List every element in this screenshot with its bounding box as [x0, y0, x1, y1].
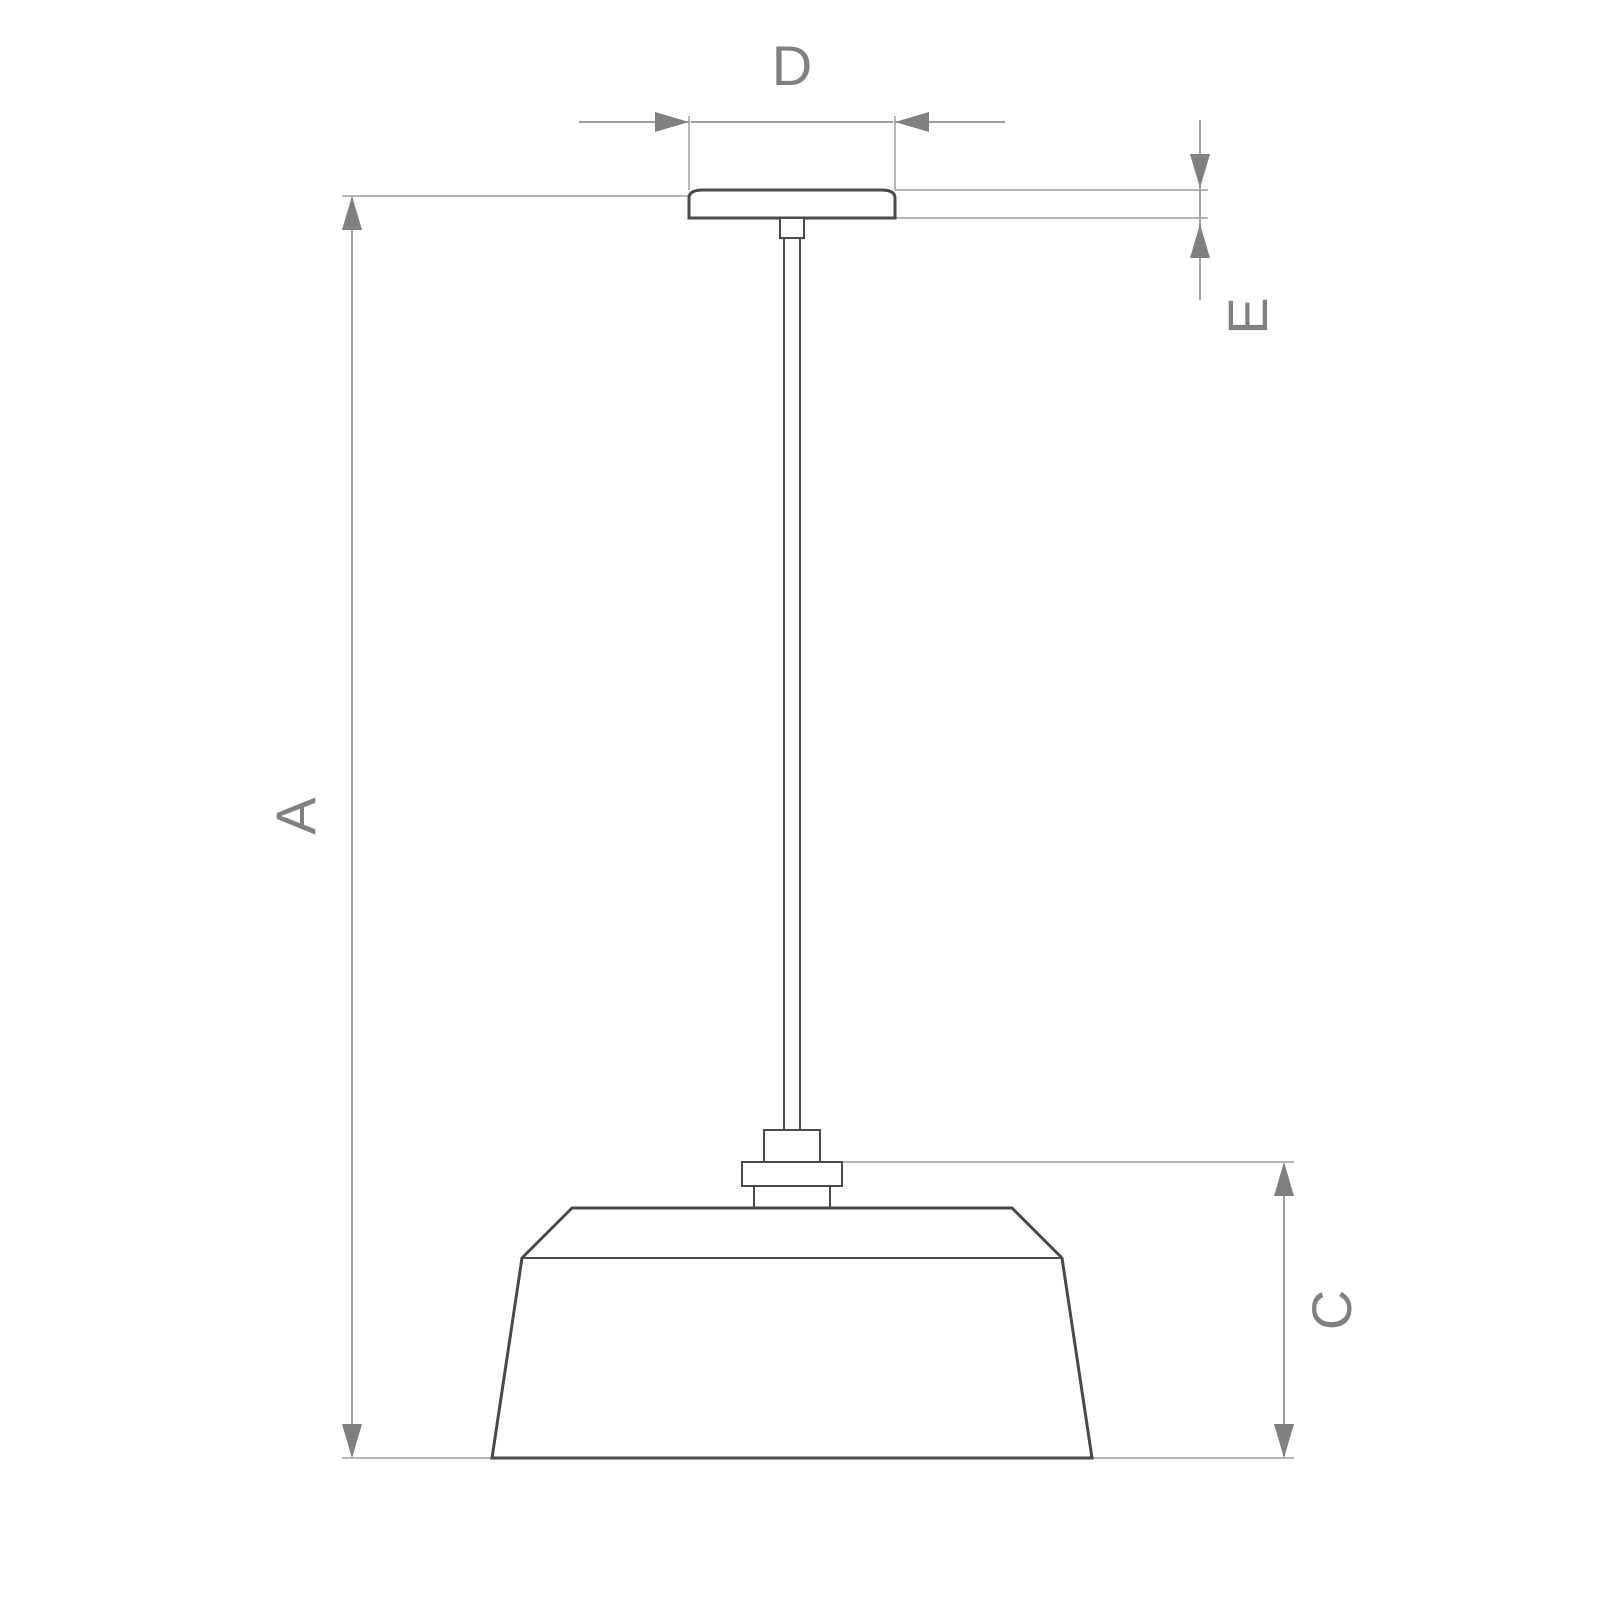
- rod: [784, 238, 800, 1130]
- canopy: [689, 190, 895, 218]
- dim-label-a: A: [264, 797, 327, 835]
- shade: [492, 1208, 1092, 1458]
- canopy-stub: [780, 218, 804, 238]
- dim-label-e: E: [1216, 297, 1279, 334]
- dim-label-d: D: [772, 34, 812, 97]
- pendant-light-dimension-diagram: D E A C: [0, 0, 1600, 1600]
- connector-mid: [742, 1162, 842, 1186]
- connector-top: [764, 1130, 820, 1162]
- dim-label-c: C: [1300, 1290, 1363, 1330]
- connector-low: [754, 1186, 830, 1208]
